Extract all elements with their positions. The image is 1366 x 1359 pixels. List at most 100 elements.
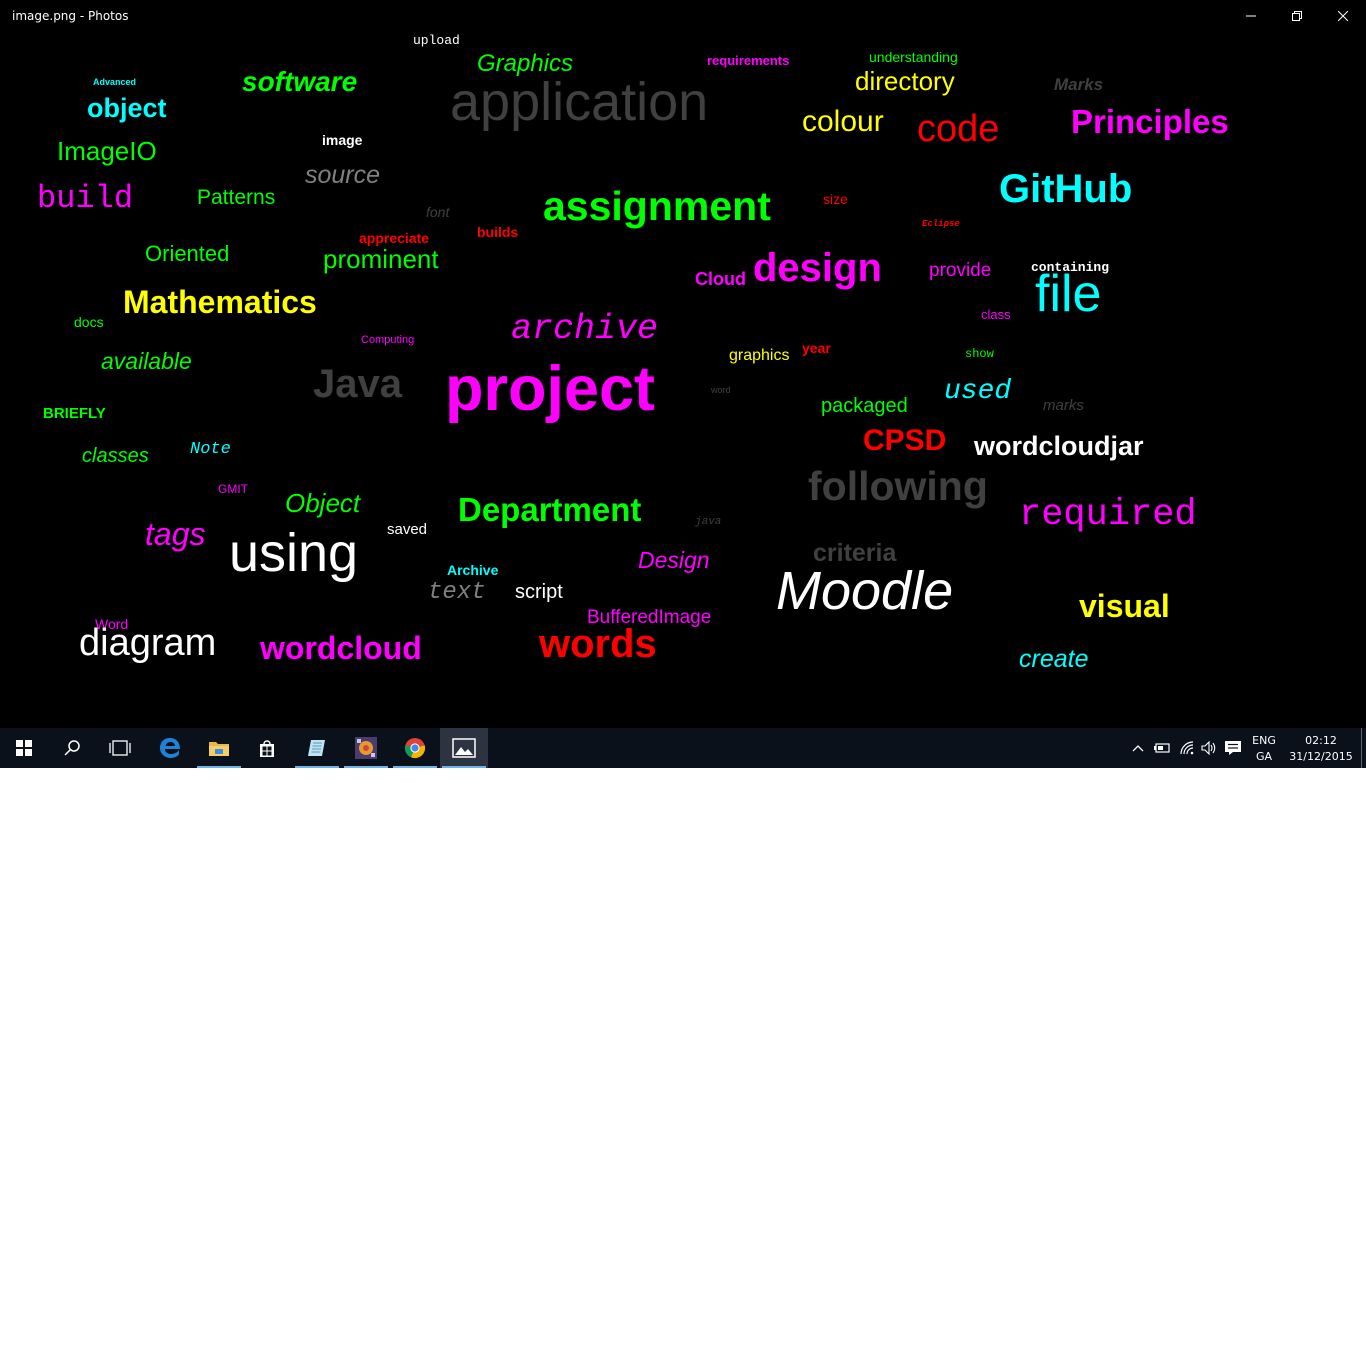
clock-time: 02:12 <box>1305 734 1337 747</box>
action-center-button[interactable] <box>1223 738 1243 758</box>
cloud-word-design: Design <box>638 547 710 573</box>
cloud-word-builds: builds <box>477 224 519 240</box>
title-bar[interactable]: image.png - Photos <box>0 0 1366 32</box>
cloud-word-archive: Archive <box>447 562 499 578</box>
cloud-word-create: create <box>1019 645 1089 673</box>
minimize-icon <box>1246 15 1256 17</box>
close-button[interactable] <box>1320 0 1366 32</box>
cloud-word-imageio: ImageIO <box>57 136 157 166</box>
search-button[interactable] <box>48 728 96 768</box>
cloud-word-colour: colour <box>802 105 884 138</box>
cloud-word-visual: visual <box>1079 588 1170 624</box>
cloud-word-software: software <box>242 66 358 97</box>
cloud-word-upload: upload <box>413 33 460 48</box>
cloud-word-object: Object <box>285 488 361 518</box>
cloud-word-directory: directory <box>855 66 955 96</box>
minimize-button[interactable] <box>1228 0 1274 32</box>
cloud-word-text: text <box>428 579 486 606</box>
image-viewer-canvas[interactable]: upload Graphics requirements understanding A… <box>0 32 1366 728</box>
cloud-word-size: size <box>823 191 848 207</box>
task-view-button[interactable] <box>96 728 144 768</box>
cloud-word-class: class <box>981 307 1011 322</box>
cloud-word-understanding: understanding <box>869 49 958 65</box>
taskbar: ENG GA 02:12 31/12/2015 <box>0 728 1366 768</box>
volume-icon <box>1201 741 1216 755</box>
cloud-word-cloud: Cloud <box>695 269 746 289</box>
keyboard-layout: GA <box>1255 750 1273 763</box>
cloud-word-department: Department <box>458 491 642 528</box>
input-language-indicator[interactable]: ENG GA <box>1246 733 1282 765</box>
cloud-word-requirements: requirements <box>707 53 790 68</box>
restore-button[interactable] <box>1274 0 1320 32</box>
cloud-word-graphics: graphics <box>729 347 790 364</box>
notepad-button[interactable] <box>293 728 341 768</box>
app-icon <box>355 737 377 759</box>
start-button[interactable] <box>0 728 48 768</box>
clock-date: 31/12/2015 <box>1289 750 1353 763</box>
cloud-word-docs: docs <box>74 314 104 330</box>
store-button[interactable] <box>243 728 291 768</box>
file-explorer-button[interactable] <box>195 728 243 768</box>
show-desktop-button[interactable] <box>1361 728 1362 768</box>
cloud-word-gmit: GMIT <box>218 482 248 496</box>
file-explorer-icon <box>209 742 229 756</box>
volume-button[interactable] <box>1199 738 1219 758</box>
photos-window: image.png - Photos upload Graphics require… <box>0 0 1366 768</box>
cloud-word-marks: marks <box>1043 397 1084 414</box>
cloud-word-image: image <box>322 132 363 148</box>
clock[interactable]: 02:12 31/12/2015 <box>1286 733 1356 765</box>
cloud-word-briefly: BRIEFLY <box>43 405 106 422</box>
show-hidden-icons-button[interactable] <box>1128 738 1148 758</box>
task-view-icon <box>109 740 131 756</box>
cloud-word-build: build <box>37 180 134 217</box>
cloud-word-assignment: assignment <box>543 183 771 229</box>
cloud-word-patterns: Patterns <box>197 186 276 209</box>
cloud-word-bufferedimage: BufferedImage <box>587 607 712 628</box>
wifi-button[interactable] <box>1177 738 1197 758</box>
cloud-word-github: GitHub <box>999 167 1133 211</box>
cloud-word-principles: Principles <box>1071 103 1229 140</box>
cloud-word-java: java <box>695 516 722 528</box>
cloud-word-packaged: packaged <box>821 395 908 417</box>
cloud-word-project: project <box>445 354 656 424</box>
cloud-word-oriented: Oriented <box>145 241 230 266</box>
cloud-word-containing: containing <box>1031 260 1110 275</box>
edge-button[interactable] <box>146 728 194 768</box>
close-icon <box>1338 11 1348 21</box>
chrome-icon <box>404 738 426 759</box>
cloud-word-used: used <box>944 376 1012 407</box>
app-button[interactable] <box>342 728 390 768</box>
cloud-word-mathematics: Mathematics <box>123 284 317 320</box>
cloud-word-word: word <box>711 385 731 395</box>
cloud-word-following: following <box>808 463 988 509</box>
chrome-button[interactable] <box>391 728 439 768</box>
cloud-word-source: source <box>305 161 381 189</box>
photos-button[interactable] <box>440 728 488 768</box>
cloud-word-graphics: Graphics <box>477 50 574 77</box>
notepad-icon <box>308 740 325 756</box>
cloud-word-using: using <box>229 523 359 583</box>
cloud-word-marks: Marks <box>1054 75 1104 94</box>
cloud-word-font: font <box>426 204 450 220</box>
cloud-word-appreciate: appreciate <box>359 230 430 246</box>
search-icon <box>64 740 80 756</box>
battery-button[interactable] <box>1152 738 1172 758</box>
cloud-word-java: Java <box>313 362 402 406</box>
cloud-word-cpsd: CPSD <box>863 424 947 457</box>
cloud-word-object: object <box>87 93 167 123</box>
cloud-word-classes: classes <box>82 445 149 467</box>
cloud-word-wordcloudjar: wordcloudjar <box>974 431 1144 461</box>
cloud-word-code: code <box>917 108 1000 150</box>
cloud-word-saved: saved <box>387 521 428 538</box>
cloud-word-application: application <box>450 72 709 132</box>
cloud-word-criteria: criteria <box>813 539 897 567</box>
cloud-word-note: Note <box>190 440 231 459</box>
cloud-word-moodle: Moodle <box>776 561 954 621</box>
cloud-word-advanced: Advanced <box>93 77 137 87</box>
cloud-word-year: year <box>802 340 831 356</box>
cloud-word-required: required <box>1019 494 1197 536</box>
restore-icon <box>1292 11 1302 21</box>
chevron-up-icon <box>1132 745 1144 752</box>
window-title: image.png - Photos <box>12 9 129 23</box>
cloud-word-diagram: diagram <box>79 622 217 664</box>
